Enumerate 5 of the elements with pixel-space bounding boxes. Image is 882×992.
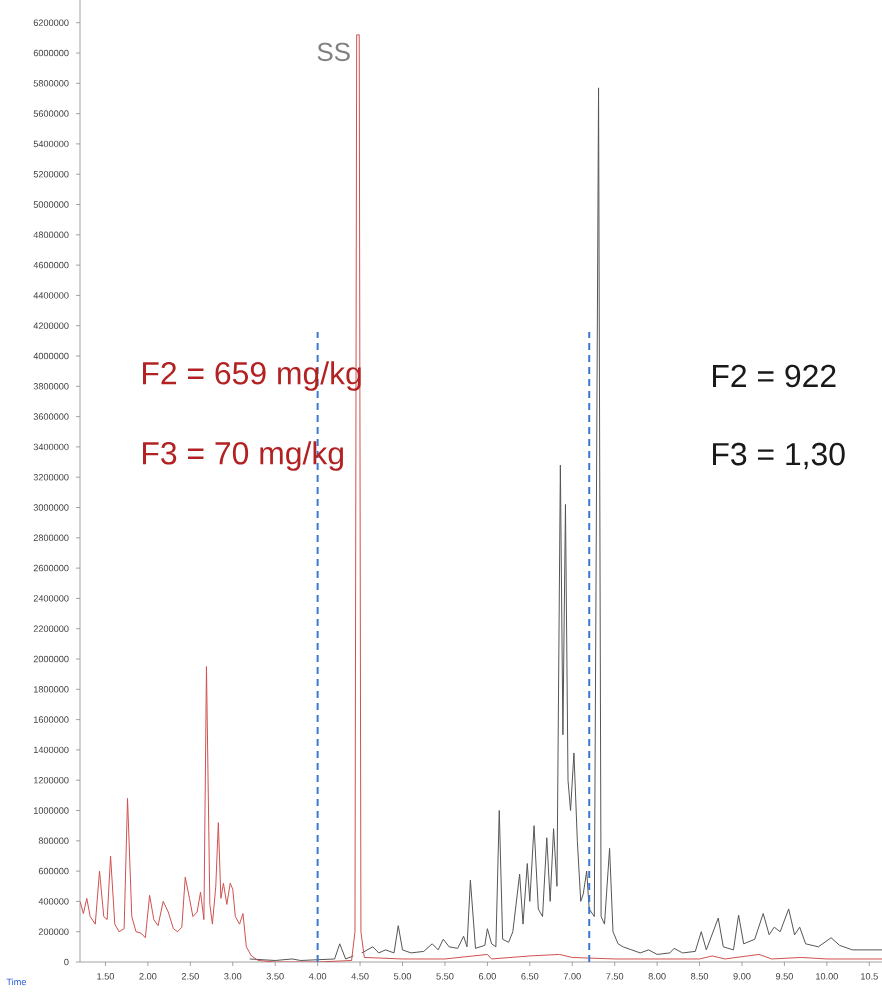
annotation: F3 = 1,30	[713, 442, 845, 470]
annotation: F2 = 659 mg/kg	[143, 361, 361, 391]
annotation: SS	[317, 42, 350, 62]
annotation: F2 = 922	[713, 364, 836, 388]
annotation: F3 = 70 mg/kg	[143, 441, 343, 471]
